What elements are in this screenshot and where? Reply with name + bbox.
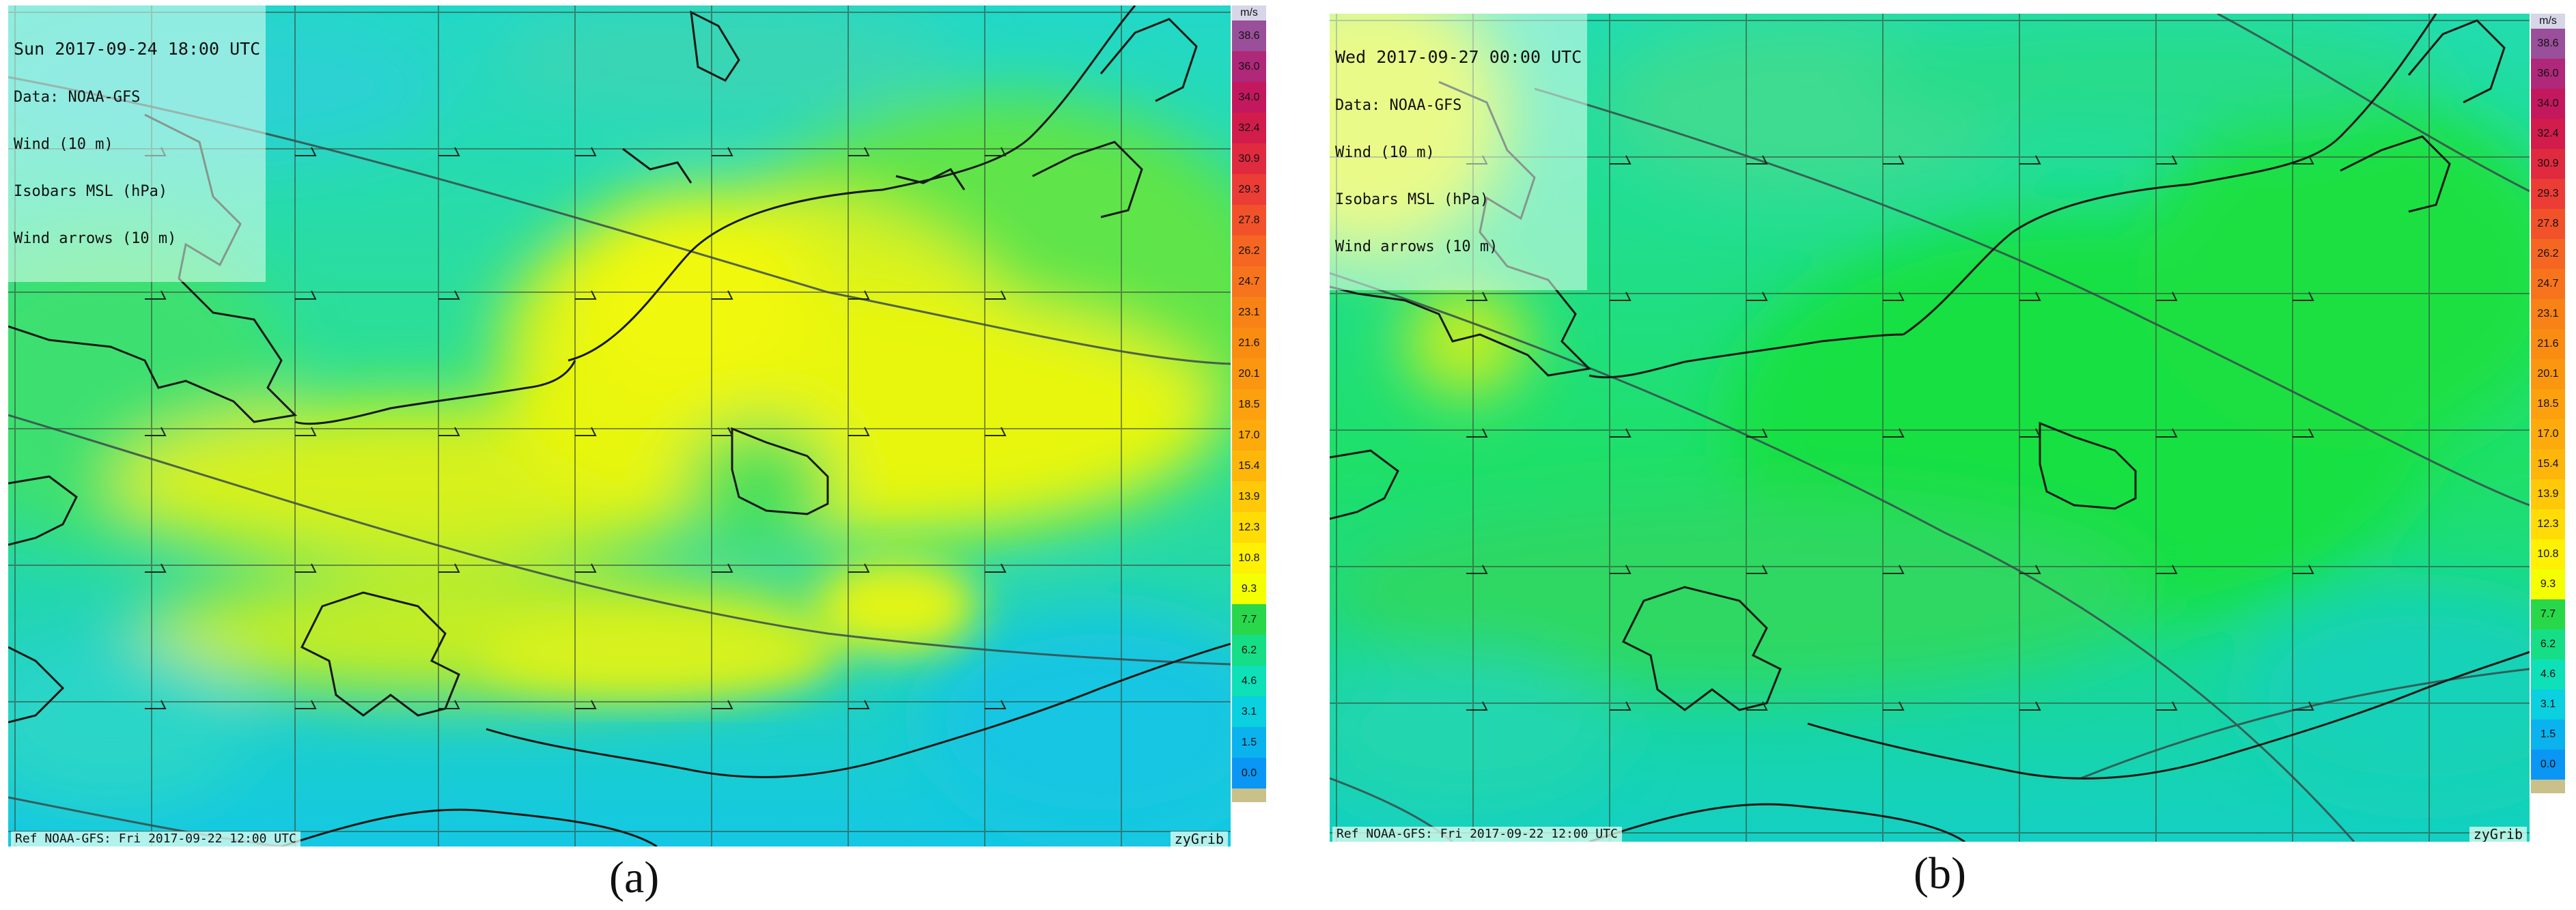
map-layer-arrows-b: Wind arrows (10 m) (1335, 238, 1498, 255)
wind-map-a[interactable]: Sun 2017-09-24 18:00 UTC Data: NOAA-GFS … (8, 5, 1231, 847)
legend-cells-b: 38.6 36.0 34.0 32.4 30.9 29.3 27.8 26.2 24.7 23.1… (2531, 29, 2565, 780)
legend-unit-b: m/s (2531, 14, 2565, 29)
reference-run-label-a: Ref NOAA-GFS: Fri 2017-09-22 12:00 UTC (11, 831, 300, 847)
wind-field-a (8, 5, 1231, 847)
map-data-source-a: Data: NOAA-GFS (14, 89, 141, 106)
legend-cell: 13.9 (1232, 481, 1266, 512)
legend-cell: 12.3 (1232, 512, 1266, 543)
legend-cell: 27.8 (1232, 205, 1266, 236)
legend-cell: 34.0 (2531, 89, 2565, 119)
legend-cell: 6.2 (2531, 629, 2565, 659)
legend-cell: 23.1 (2531, 299, 2565, 329)
legend-cell: 30.9 (2531, 149, 2565, 179)
legend-cell: 32.4 (1232, 113, 1266, 143)
legend-cell: 21.6 (2531, 329, 2565, 359)
legend-cell: 7.7 (2531, 599, 2565, 629)
map-layer-arrows-a: Wind arrows (10 m) (14, 230, 177, 247)
legend-cell: 0.0 (1232, 758, 1266, 788)
map-layer-wind-a: Wind (10 m) (14, 136, 113, 153)
legend-cell: 6.2 (1232, 635, 1266, 666)
map-date-label-a: Sun 2017-09-24 18:00 UTC (14, 39, 261, 59)
legend-cell: 17.0 (1232, 420, 1266, 451)
map-info-box-a: Sun 2017-09-24 18:00 UTC Data: NOAA-GFS … (8, 5, 266, 282)
legend-footer-a (1232, 788, 1266, 802)
legend-cell: 4.6 (1232, 666, 1266, 696)
legend-cell: 24.7 (1232, 266, 1266, 297)
legend-cell: 13.9 (2531, 479, 2565, 509)
legend-cell: 32.4 (2531, 119, 2565, 149)
legend-cell: 9.3 (2531, 569, 2565, 599)
map-layer-isobars-b: Isobars MSL (hPa) (1335, 191, 1489, 208)
legend-cell: 9.3 (1232, 573, 1266, 604)
legend-cell: 15.4 (1232, 451, 1266, 481)
legend-cell: 3.1 (2531, 689, 2565, 720)
legend-cell: 12.3 (2531, 509, 2565, 539)
panel-a: Sun 2017-09-24 18:00 UTC Data: NOAA-GFS … (8, 5, 1272, 910)
legend-cell: 1.5 (2531, 720, 2565, 750)
wind-legend-b: m/s 38.6 36.0 34.0 32.4 30.9 29.3 27.8 26.2 24.7… (2531, 14, 2565, 793)
map-layer-isobars-a: Isobars MSL (hPa) (14, 183, 168, 200)
legend-unit-a: m/s (1232, 5, 1266, 20)
legend-cell: 27.8 (2531, 209, 2565, 239)
wind-map-b[interactable]: Wed 2017-09-27 00:00 UTC Data: NOAA-GFS … (1330, 14, 2530, 842)
legend-cell: 23.1 (1232, 297, 1266, 328)
legend-footer-b (2531, 780, 2565, 793)
legend-cell: 26.2 (2531, 239, 2565, 269)
legend-cell: 26.2 (1232, 236, 1266, 266)
legend-cell: 4.6 (2531, 659, 2565, 689)
legend-cell: 1.5 (1232, 727, 1266, 758)
legend-cell: 10.8 (2531, 539, 2565, 569)
legend-cell: 21.6 (1232, 328, 1266, 358)
legend-cell: 38.6 (2531, 29, 2565, 59)
legend-cell: 7.7 (1232, 604, 1266, 635)
legend-cell: 29.3 (2531, 179, 2565, 209)
legend-cell: 30.9 (1232, 143, 1266, 174)
legend-cell: 0.0 (2531, 750, 2565, 780)
legend-cell: 18.5 (2531, 389, 2565, 419)
panel-caption-a: (a) (609, 853, 660, 902)
legend-cell: 20.1 (1232, 358, 1266, 389)
map-layer-wind-b: Wind (10 m) (1335, 144, 1435, 161)
legend-cell: 3.1 (1232, 696, 1266, 727)
legend-cell: 29.3 (1232, 174, 1266, 205)
legend-cell: 15.4 (2531, 449, 2565, 479)
map-info-box-b: Wed 2017-09-27 00:00 UTC Data: NOAA-GFS … (1330, 14, 1588, 290)
legend-cell: 34.0 (1232, 82, 1266, 113)
legend-cell: 38.6 (1232, 20, 1266, 51)
legend-cell: 36.0 (1232, 51, 1266, 82)
legend-cell: 17.0 (2531, 419, 2565, 449)
map-date-label-b: Wed 2017-09-27 00:00 UTC (1335, 47, 1582, 67)
wind-legend-a: m/s 38.6 36.0 34.0 32.4 30.9 29.3 27.8 26.2 24.7… (1232, 5, 1266, 802)
legend-cell: 18.5 (1232, 389, 1266, 420)
legend-cell: 36.0 (2531, 59, 2565, 89)
panel-caption-b: (b) (1914, 849, 1966, 898)
legend-cells-a: 38.6 36.0 34.0 32.4 30.9 29.3 27.8 26.2 24.7 23.1… (1232, 20, 1266, 788)
reference-run-label-b: Ref NOAA-GFS: Fri 2017-09-22 12:00 UTC (1332, 827, 1622, 842)
map-data-source-b: Data: NOAA-GFS (1335, 97, 1462, 114)
zygrib-brand-a: zyGrib (1170, 831, 1228, 847)
legend-cell: 20.1 (2531, 359, 2565, 389)
zygrib-brand-b: zyGrib (2469, 827, 2527, 842)
panel-b: Wed 2017-09-27 00:00 UTC Data: NOAA-GFS … (1330, 14, 2576, 910)
legend-cell: 10.8 (1232, 543, 1266, 573)
legend-cell: 24.7 (2531, 269, 2565, 299)
